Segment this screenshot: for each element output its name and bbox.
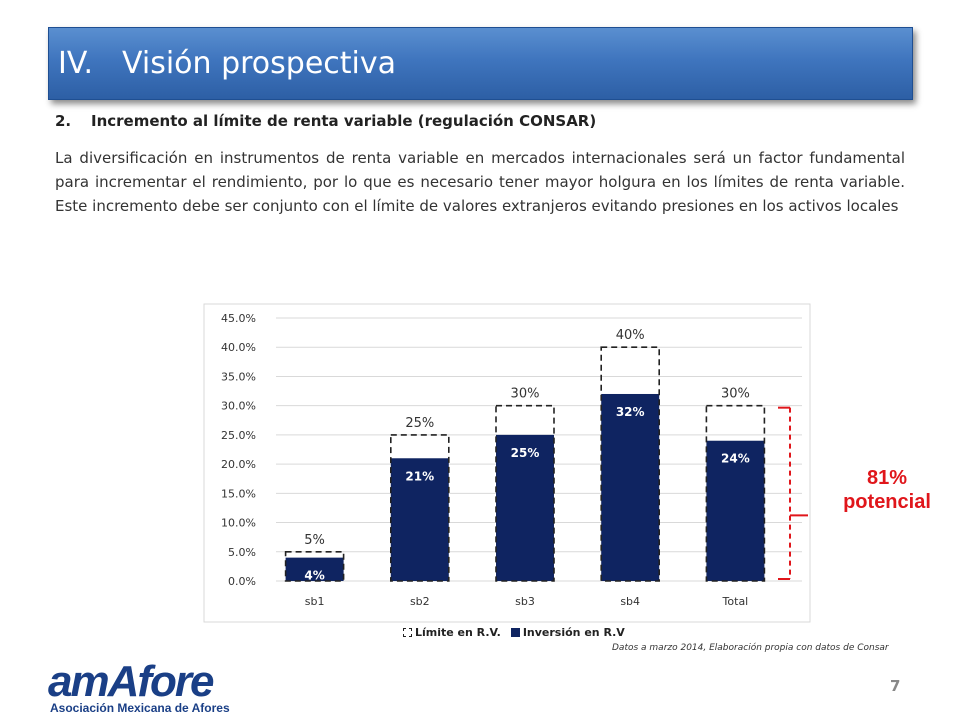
page-number: 7	[890, 677, 901, 695]
invest-data-label: 4%	[304, 569, 324, 583]
invest-bar	[706, 440, 765, 581]
limit-data-label: 30%	[721, 387, 750, 402]
logo-wordmark: amAfore	[48, 657, 214, 706]
potential-annotation: 81% potencial	[822, 466, 952, 514]
section-heading-text: Incremento al límite de renta variable (…	[91, 112, 597, 130]
y-tick-label: 40.0%	[221, 341, 256, 354]
page-title: Visión prospectiva	[122, 46, 396, 81]
invest-data-label: 25%	[511, 446, 540, 460]
limit-outline	[284, 550, 345, 582]
y-tick-label: 35.0%	[221, 370, 256, 383]
section-number: 2.	[55, 112, 72, 130]
legend-label-invest: Inversión en R.V	[522, 626, 625, 639]
limit-outline	[705, 404, 766, 582]
invest-data-label: 32%	[616, 405, 645, 419]
x-category-label: sb1	[305, 595, 325, 608]
y-tick-label: 10.0%	[221, 517, 256, 530]
invest-bar	[496, 434, 554, 581]
y-tick-label: 20.0%	[221, 458, 256, 471]
x-category-label: sb2	[410, 595, 430, 608]
invest-data-label: 24%	[721, 452, 750, 466]
bar-chart-svg: 0.0% 5.0% 10.0% 15.0% 20.0% 25.0% 30.0% 35.0% 40…	[203, 303, 811, 623]
y-tick-label: 0.0%	[228, 575, 256, 588]
y-tick-label: 30.0%	[221, 400, 256, 413]
limit-outline	[600, 346, 661, 582]
invest-bar	[390, 458, 449, 581]
y-tick-label: 25.0%	[221, 429, 256, 442]
x-category-label: Total	[722, 595, 749, 608]
limit-outline	[495, 404, 555, 582]
y-tick-label: 45.0%	[221, 312, 256, 325]
logo-tagline: Asociación Mexicana de Afores	[50, 701, 230, 715]
limit-data-label: 25%	[405, 416, 434, 431]
body-paragraph: La diversificación en instrumentos de re…	[55, 149, 905, 215]
y-tick-label: 5.0%	[228, 546, 256, 559]
potential-percent: 81%	[866, 467, 908, 489]
chart: 0.0% 5.0% 10.0% 15.0% 20.0% 25.0% 30.0% 35.0% 40…	[200, 300, 820, 645]
source-note: Datos a marzo 2014, Elaboración propia c…	[612, 643, 889, 653]
amafore-logo: amAfore Asociación Mexicana de Afores	[48, 660, 268, 718]
limit-data-label: 5%	[304, 533, 325, 548]
y-tick-label: 15.0%	[221, 487, 256, 500]
x-category-label: sb3	[515, 595, 535, 608]
x-category-label: sb4	[620, 595, 640, 608]
chart-legend: Límite en R.V. Inversión en R.V	[403, 626, 625, 639]
legend-swatch-invest	[510, 628, 520, 637]
title-bar: IV. Visión prospectiva	[48, 27, 913, 100]
limit-data-label: 40%	[616, 328, 645, 343]
potential-text: potencial	[843, 491, 931, 513]
limit-outline	[390, 434, 450, 582]
legend-label-limit: Límite en R.V.	[415, 626, 501, 639]
chart-frame	[203, 303, 811, 623]
invest-data-label: 21%	[405, 469, 434, 483]
legend-swatch-limit	[403, 628, 412, 637]
invest-bar	[285, 557, 344, 581]
limit-data-label: 30%	[511, 387, 540, 402]
invest-bar	[601, 393, 660, 581]
title-number: IV.	[58, 46, 94, 81]
section-heading: 2. Incremento al límite de renta variable…	[55, 112, 596, 130]
